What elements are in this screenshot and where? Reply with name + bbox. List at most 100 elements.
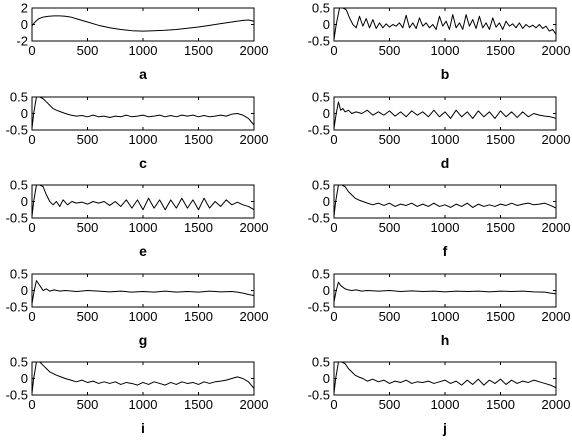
y-tick-label: 0.5	[312, 1, 330, 16]
panel-label: a	[139, 66, 147, 82]
y-tick-label: 0	[323, 17, 330, 32]
x-tick-label: 0	[330, 132, 337, 147]
x-tick-label: 500	[379, 132, 401, 147]
series-line-g	[32, 280, 254, 304]
y-tick-label: 0.5	[312, 90, 330, 105]
y-tick-label: 0.5	[312, 178, 330, 193]
x-tick-label: 0	[28, 397, 35, 412]
y-tick-label: -0.5	[308, 34, 330, 49]
y-tick-label: 0	[323, 283, 330, 298]
panel-label: c	[139, 155, 147, 171]
y-tick-label: 0	[21, 194, 28, 209]
y-tick-label: 0.5	[312, 267, 330, 282]
x-tick-label: 1000	[431, 309, 460, 324]
y-tick-label: 0.5	[10, 90, 28, 105]
y-tick-label: -0.5	[308, 300, 330, 315]
y-tick-label: 0.5	[10, 178, 28, 193]
x-tick-label: 0	[28, 132, 35, 147]
x-tick-label: 1000	[129, 132, 158, 147]
x-tick-label: 1000	[129, 220, 158, 235]
x-tick-label: 1000	[431, 43, 460, 58]
y-tick-label: -0.5	[6, 300, 28, 315]
y-tick-label: 0	[21, 371, 28, 386]
x-tick-label: 2000	[240, 309, 269, 324]
plot-frame	[31, 7, 255, 42]
y-tick-label: 0	[323, 194, 330, 209]
panel-label: g	[139, 332, 148, 348]
y-tick-label: 0	[323, 371, 330, 386]
plot-frame	[333, 361, 557, 396]
x-tick-label: 500	[379, 309, 401, 324]
y-tick-label: 0	[21, 17, 28, 32]
x-tick-label: 500	[379, 397, 401, 412]
x-tick-label: 2000	[240, 43, 269, 58]
y-tick-label: 0	[323, 106, 330, 121]
x-tick-label: 500	[77, 43, 99, 58]
y-tick-label: -0.5	[308, 123, 330, 138]
series-line-d	[334, 101, 556, 129]
y-tick-label: -0.5	[6, 123, 28, 138]
x-tick-label: 1500	[486, 309, 515, 324]
x-tick-label: 1500	[486, 397, 515, 412]
panel-label: f	[443, 243, 448, 259]
x-tick-label: 2000	[542, 397, 571, 412]
series-line-h	[334, 281, 556, 303]
x-tick-label: 500	[77, 220, 99, 235]
y-tick-label: -2	[16, 34, 28, 49]
x-tick-label: 0	[330, 220, 337, 235]
y-tick-label: 0	[21, 283, 28, 298]
series-line-c	[32, 97, 254, 129]
x-tick-label: 0	[28, 220, 35, 235]
y-tick-label: 0.5	[10, 355, 28, 370]
x-tick-label: 1000	[431, 132, 460, 147]
x-tick-label: 1000	[431, 220, 460, 235]
x-tick-label: 1500	[486, 132, 515, 147]
x-tick-label: 2000	[542, 309, 571, 324]
x-tick-label: 0	[330, 43, 337, 58]
x-tick-label: 500	[77, 132, 99, 147]
x-tick-label: 0	[330, 309, 337, 324]
x-tick-label: 1500	[184, 132, 213, 147]
y-tick-label: -0.5	[308, 388, 330, 403]
x-tick-label: 2000	[240, 132, 269, 147]
x-tick-label: 1000	[129, 43, 158, 58]
x-tick-label: 1000	[129, 397, 158, 412]
x-tick-label: 500	[77, 397, 99, 412]
x-tick-label: 500	[77, 309, 99, 324]
series-line-b	[334, 8, 556, 40]
y-tick-label: -0.5	[6, 388, 28, 403]
x-tick-label: 2000	[542, 43, 571, 58]
series-line-f	[334, 185, 556, 217]
x-tick-label: 500	[379, 220, 401, 235]
series-line-j	[334, 362, 556, 394]
x-tick-label: 0	[28, 43, 35, 58]
plot-frame	[333, 7, 557, 42]
plot-frame	[333, 184, 557, 219]
x-tick-label: 0	[28, 309, 35, 324]
x-tick-label: 1500	[486, 43, 515, 58]
x-tick-label: 1000	[129, 309, 158, 324]
series-line-i	[32, 362, 254, 394]
y-tick-label: 0.5	[10, 267, 28, 282]
x-tick-label: 1500	[184, 43, 213, 58]
x-tick-label: 1500	[486, 220, 515, 235]
x-tick-label: 2000	[240, 397, 269, 412]
series-line-a	[32, 15, 254, 32]
plot-frame	[31, 184, 255, 219]
x-tick-label: 2000	[240, 220, 269, 235]
panel-label: e	[139, 243, 147, 259]
x-tick-label: 1500	[184, 397, 213, 412]
panel-label: i	[141, 420, 145, 436]
x-tick-label: 0	[330, 397, 337, 412]
x-tick-label: 1000	[431, 397, 460, 412]
